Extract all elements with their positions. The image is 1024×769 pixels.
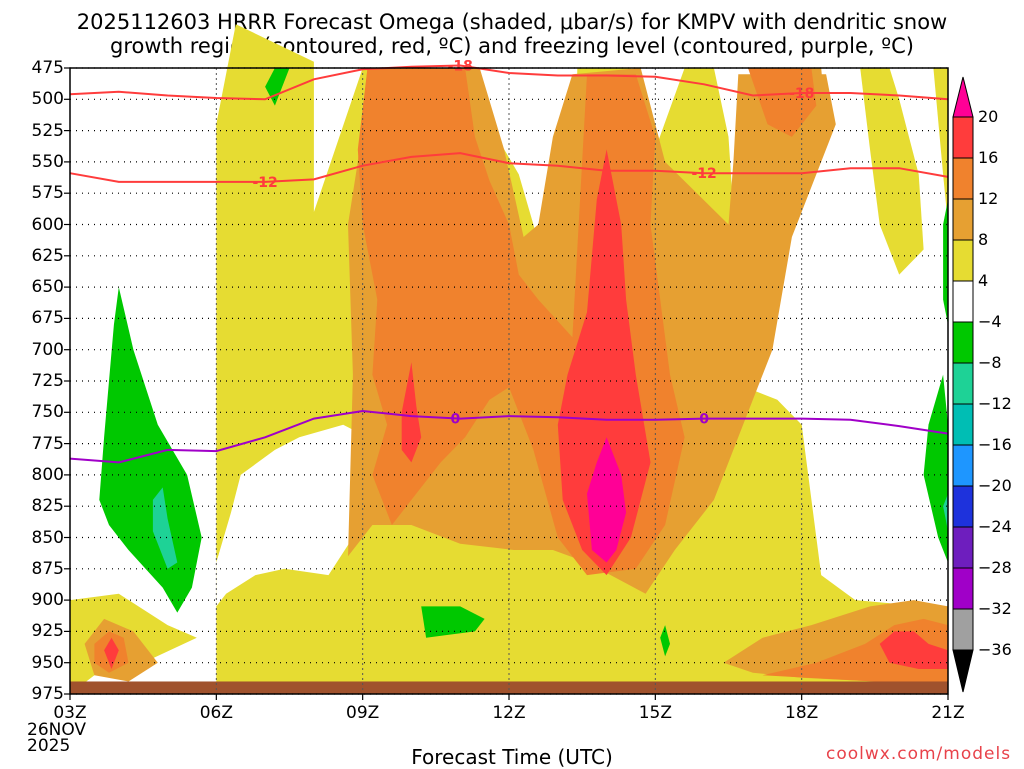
x-tick-label: 09Z [346, 703, 380, 723]
omega-region-neg-right [923, 374, 948, 563]
y-tick-label: 975 [31, 684, 64, 704]
contour-line-1 [69, 152, 949, 183]
omega-region-neg-small [660, 625, 670, 657]
y-tick-label: 925 [31, 621, 64, 642]
colorbar-bin-10 [952, 485, 974, 528]
y-tick-label: 725 [31, 371, 64, 391]
y-tick-label: 800 [31, 464, 64, 485]
contour-label-2-0: 0 [450, 411, 460, 427]
x-tick-label: 06Z [199, 703, 233, 723]
y-tick-label: 475 [31, 58, 64, 78]
colorbar-label: −20 [978, 476, 1012, 495]
colorbar-bin-6 [952, 321, 974, 364]
omega-region-16-20-small [401, 362, 422, 463]
y-tick-label: 575 [31, 183, 64, 204]
colorbar-bin-13 [952, 608, 974, 651]
contour-label-1-1: -12 [691, 166, 716, 182]
omega-region-20-24-core [587, 437, 627, 563]
colorbar-label: −12 [978, 394, 1012, 413]
colorbar-bin-9 [952, 444, 974, 487]
contour-label-1-0: -12 [252, 175, 277, 191]
y-tick-label: 875 [31, 558, 64, 579]
colorbar-bin-11 [952, 526, 974, 569]
omega-region-neg-left [99, 287, 202, 613]
x-tick-label: 03Z [53, 703, 87, 723]
colorbar-label: −32 [978, 599, 1012, 618]
omega-region-neg-left-core [152, 487, 178, 569]
colorbar-bin-12 [952, 567, 974, 610]
x-axis-date-day: 26NOV [27, 720, 87, 740]
contour-line-0 [69, 64, 949, 101]
colorbar-label: 16 [978, 148, 999, 167]
colorbar-bin-1 [952, 116, 974, 159]
y-tick-label: 600 [31, 214, 64, 235]
colorbar-label: −28 [978, 558, 1012, 577]
y-tick-label: 625 [31, 245, 64, 266]
omega-region-neg-mid [421, 606, 485, 638]
contour-label-2-1: 0 [699, 412, 709, 428]
colorbar-bottom-arrow [952, 649, 974, 693]
colorbar-bin-8 [952, 403, 974, 446]
y-tick-label: 550 [31, 151, 64, 172]
colorbar-label: −16 [978, 435, 1012, 454]
omega-region-12-16-upper [748, 68, 817, 137]
colorbar-label: 20 [978, 107, 999, 126]
omega-region-16-20-core [557, 149, 651, 576]
colorbar-label: −36 [978, 640, 1012, 659]
y-tick-label: 525 [31, 120, 64, 141]
x-axis-date-year: 2025 [27, 736, 71, 756]
chart-title-line1: 2025112603 HRRR Forecast Omega (shaded, … [76, 10, 948, 34]
watermark[interactable]: coolwx.com/models [826, 744, 1012, 764]
colorbar-top-arrow [952, 76, 974, 118]
ground-surface [70, 681, 948, 694]
colorbar-bin-2 [952, 157, 974, 200]
colorbar-label: −4 [978, 312, 1002, 331]
x-tick-label: 21Z [931, 703, 965, 723]
contour-line-2 [69, 409, 949, 464]
y-tick-label: 500 [31, 89, 64, 110]
colorbar-label: −24 [978, 517, 1012, 536]
omega-region-4-8-edge [933, 68, 948, 225]
y-tick-label: 750 [31, 402, 64, 423]
colorbar-bin-4 [952, 239, 974, 282]
x-tick-label: 18Z [785, 703, 819, 723]
x-tick-label: 15Z [638, 703, 672, 723]
colorbar-bin-5 [952, 280, 974, 323]
x-tick-label: 12Z [492, 703, 526, 723]
colorbar-label: 4 [978, 271, 989, 290]
y-tick-label: 900 [31, 590, 64, 611]
y-tick-label: 825 [31, 496, 64, 517]
y-tick-label: 850 [31, 527, 64, 548]
y-tick-label: 700 [31, 339, 64, 360]
omega-region-neg-right-upper [943, 199, 948, 325]
omega-region-neg-right-core [943, 493, 948, 532]
contour-label-0-1: -18 [789, 86, 814, 102]
omega-region-16-20-left [104, 637, 119, 669]
omega-region-white-notch [216, 424, 368, 607]
omega-region-4-8-right [860, 68, 924, 275]
y-tick-label: 950 [31, 652, 64, 673]
contour-label-0-0: -18 [448, 58, 473, 74]
omega-region-16-20-right [879, 631, 948, 669]
y-tick-label: 775 [31, 433, 64, 454]
colorbar-bin-3 [952, 198, 974, 241]
y-tick-label: 650 [31, 277, 64, 298]
colorbar-label: −8 [978, 353, 1002, 372]
x-axis-title: Forecast Time (UTC) [411, 745, 613, 769]
colorbar-label: 12 [978, 189, 999, 208]
colorbar-bin-7 [952, 362, 974, 405]
y-tick-label: 675 [31, 308, 64, 329]
colorbar-label: 8 [978, 230, 989, 249]
